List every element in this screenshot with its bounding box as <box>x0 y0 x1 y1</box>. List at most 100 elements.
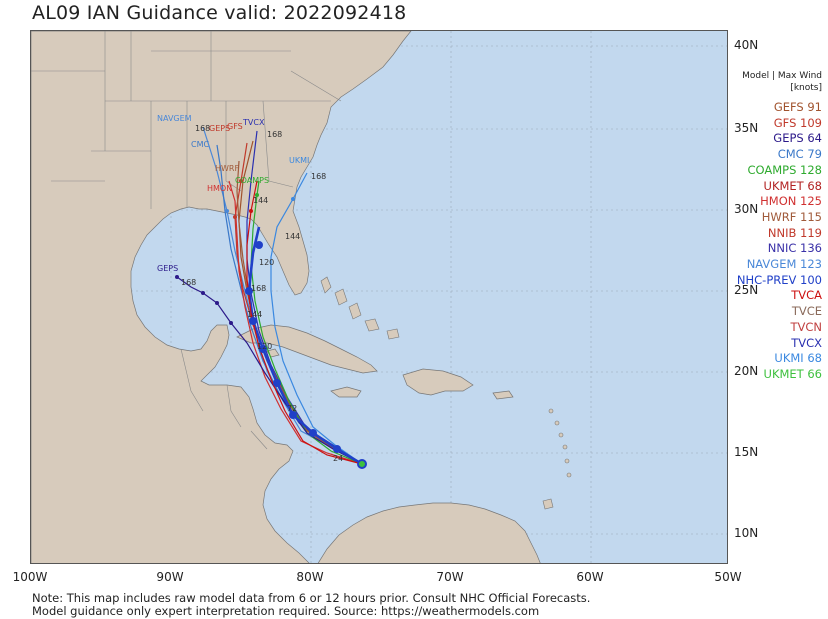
hour-label: 168 <box>311 172 326 181</box>
legend-model-name: GEFS <box>773 100 804 114</box>
legend-model-name: NNIC <box>767 241 797 256</box>
legend-max-wind: 125 <box>796 194 822 209</box>
track-label-hmon: HMON <box>207 184 232 193</box>
legend-max-wind: 91 <box>803 100 822 114</box>
lat-label-20n: 20N <box>734 364 759 378</box>
legend-item-ukmet: UKMET 66 <box>712 367 822 383</box>
hour-label: 120 <box>257 342 272 351</box>
legend-max-wind: 115 <box>796 209 822 224</box>
hour-label: 168 <box>251 284 266 293</box>
legend-model-name: TVCX <box>791 335 822 350</box>
lat-label-25n: 25N <box>734 283 759 297</box>
legend-item-tvce: TVCE <box>712 304 822 320</box>
legend-max-wind: 68 <box>803 351 822 366</box>
legend-model-name: CMC <box>777 147 804 162</box>
legend-item-tvcn: TVCN <box>712 320 822 336</box>
lat-label-15n: 15N <box>734 445 759 459</box>
legend-max-wind: 109 <box>796 115 822 130</box>
puerto-rico-land <box>492 390 514 400</box>
legend-model-name: NAVGEM <box>746 257 797 272</box>
legend-model-name: GFS <box>773 115 797 130</box>
legend-max-wind: 64 <box>803 131 822 146</box>
state-borders <box>31 31 342 209</box>
legend-max-wind: 136 <box>796 241 822 256</box>
track-label-coamps: COAMPS <box>235 176 269 185</box>
legend-model-name: NNIB <box>767 225 797 240</box>
legend-max-wind: 79 <box>803 147 822 162</box>
guidance-map: NAVGEM CMC GEPS GFS TVCX HWRF HMON COAMP… <box>30 30 728 564</box>
lat-label-10n: 10N <box>734 526 759 540</box>
hour-label: 24 <box>333 454 343 463</box>
forecast-hour-labels: 168 168 168 168 144 144 120 120 72 24 16… <box>181 124 343 463</box>
legend-model-name: HMON <box>760 194 797 209</box>
lon-label-70w: 70W <box>436 570 464 584</box>
legend-model-name: NHC-PREV <box>736 272 797 287</box>
legend-max-wind: 100 <box>796 272 822 287</box>
legend-item-nnic: NNIC 136 <box>712 241 822 257</box>
legend-model-name: GEPS <box>773 131 804 146</box>
footer-note-line1: Note: This map includes raw model data f… <box>32 591 591 605</box>
track-label-navgem: NAVGEM <box>157 114 192 123</box>
hour-label: 168 <box>267 130 282 139</box>
hour-label: 168 <box>195 124 210 133</box>
legend-max-wind: 119 <box>796 225 822 240</box>
footer-note: Note: This map includes raw model data f… <box>32 592 590 617</box>
south-america-land <box>317 502 541 563</box>
legend-item-tvcx: TVCX <box>712 336 822 352</box>
lon-label-50w: 50W <box>714 570 742 584</box>
legend-item-nnib: NNIB 119 <box>712 226 822 242</box>
legend-model-name: TVCA <box>791 288 822 303</box>
lon-label-80w: 80W <box>296 570 324 584</box>
lesser-antilles-land <box>548 408 572 478</box>
bahamas-land <box>320 276 400 340</box>
track-coamps <box>250 180 363 465</box>
track-name-labels: NAVGEM CMC GEPS GFS TVCX HWRF HMON COAMP… <box>157 114 309 273</box>
footer-note-line2: Model guidance only expert interpretatio… <box>32 603 540 618</box>
cuba-land <box>236 324 378 374</box>
track-tvca <box>246 180 363 465</box>
legend-item-coamps: COAMPS 128 <box>712 163 822 179</box>
track-label-cmc: CMC <box>191 140 209 149</box>
lat-label-35n: 35N <box>734 121 759 135</box>
lon-label-100w: 100W <box>12 570 48 584</box>
track-label-geps: GEPS <box>157 264 178 273</box>
legend-model-name: UKMET <box>763 178 804 193</box>
legend-item-hwrf: HWRF 115 <box>712 210 822 226</box>
legend-item-gfs: GFS 109 <box>712 116 822 132</box>
legend-model-name: COAMPS <box>747 162 797 177</box>
track-label-tvcx: TVCX <box>242 118 265 127</box>
hour-label: 144 <box>253 196 268 205</box>
legend-max-wind: 68 <box>803 178 822 193</box>
legend-model-name: TVCE <box>791 304 822 319</box>
hour-label: 72 <box>287 404 297 413</box>
hour-label: 144 <box>247 310 262 319</box>
legend-item-cmc: CMC 79 <box>712 147 822 163</box>
track-label-ukmi: UKMI <box>289 156 309 165</box>
trinidad-land <box>542 498 554 510</box>
legend-item-gefs: GEFS 91 <box>712 100 822 116</box>
track-label-hwrf: HWRF <box>215 164 239 173</box>
legend-model-name: TVCN <box>790 319 822 334</box>
legend-max-wind: 123 <box>796 257 822 272</box>
lat-label-40n: 40N <box>734 38 759 52</box>
map-canvas: NAVGEM CMC GEPS GFS TVCX HWRF HMON COAMP… <box>31 31 727 563</box>
hour-label: 120 <box>259 258 274 267</box>
legend-item-nhc-prev: NHC-PREV 100 <box>712 273 822 289</box>
legend-model-name: HWRF <box>761 209 797 224</box>
legend-max-wind: 128 <box>796 162 822 177</box>
jamaica-land <box>330 386 362 398</box>
hour-label: 168 <box>181 278 196 287</box>
legend-header: Model | Max Wind [knots] <box>712 70 822 94</box>
legend-model-name: UKMI <box>774 351 804 366</box>
track-nodes <box>175 179 367 469</box>
country-borders <box>180 348 268 450</box>
legend-max-wind: 66 <box>803 366 822 381</box>
legend-item-ukmi: UKMI 68 <box>712 351 822 367</box>
legend-header-title: Model | Max Wind <box>742 71 822 81</box>
legend-item-tvca: TVCA <box>712 288 822 304</box>
legend-item-navgem: NAVGEM 123 <box>712 257 822 273</box>
legend-header-units: [knots] <box>790 83 822 93</box>
legend-item-hmon: HMON 125 <box>712 194 822 210</box>
track-label-geps-top: GEPS <box>209 124 230 133</box>
lon-label-60w: 60W <box>576 570 604 584</box>
